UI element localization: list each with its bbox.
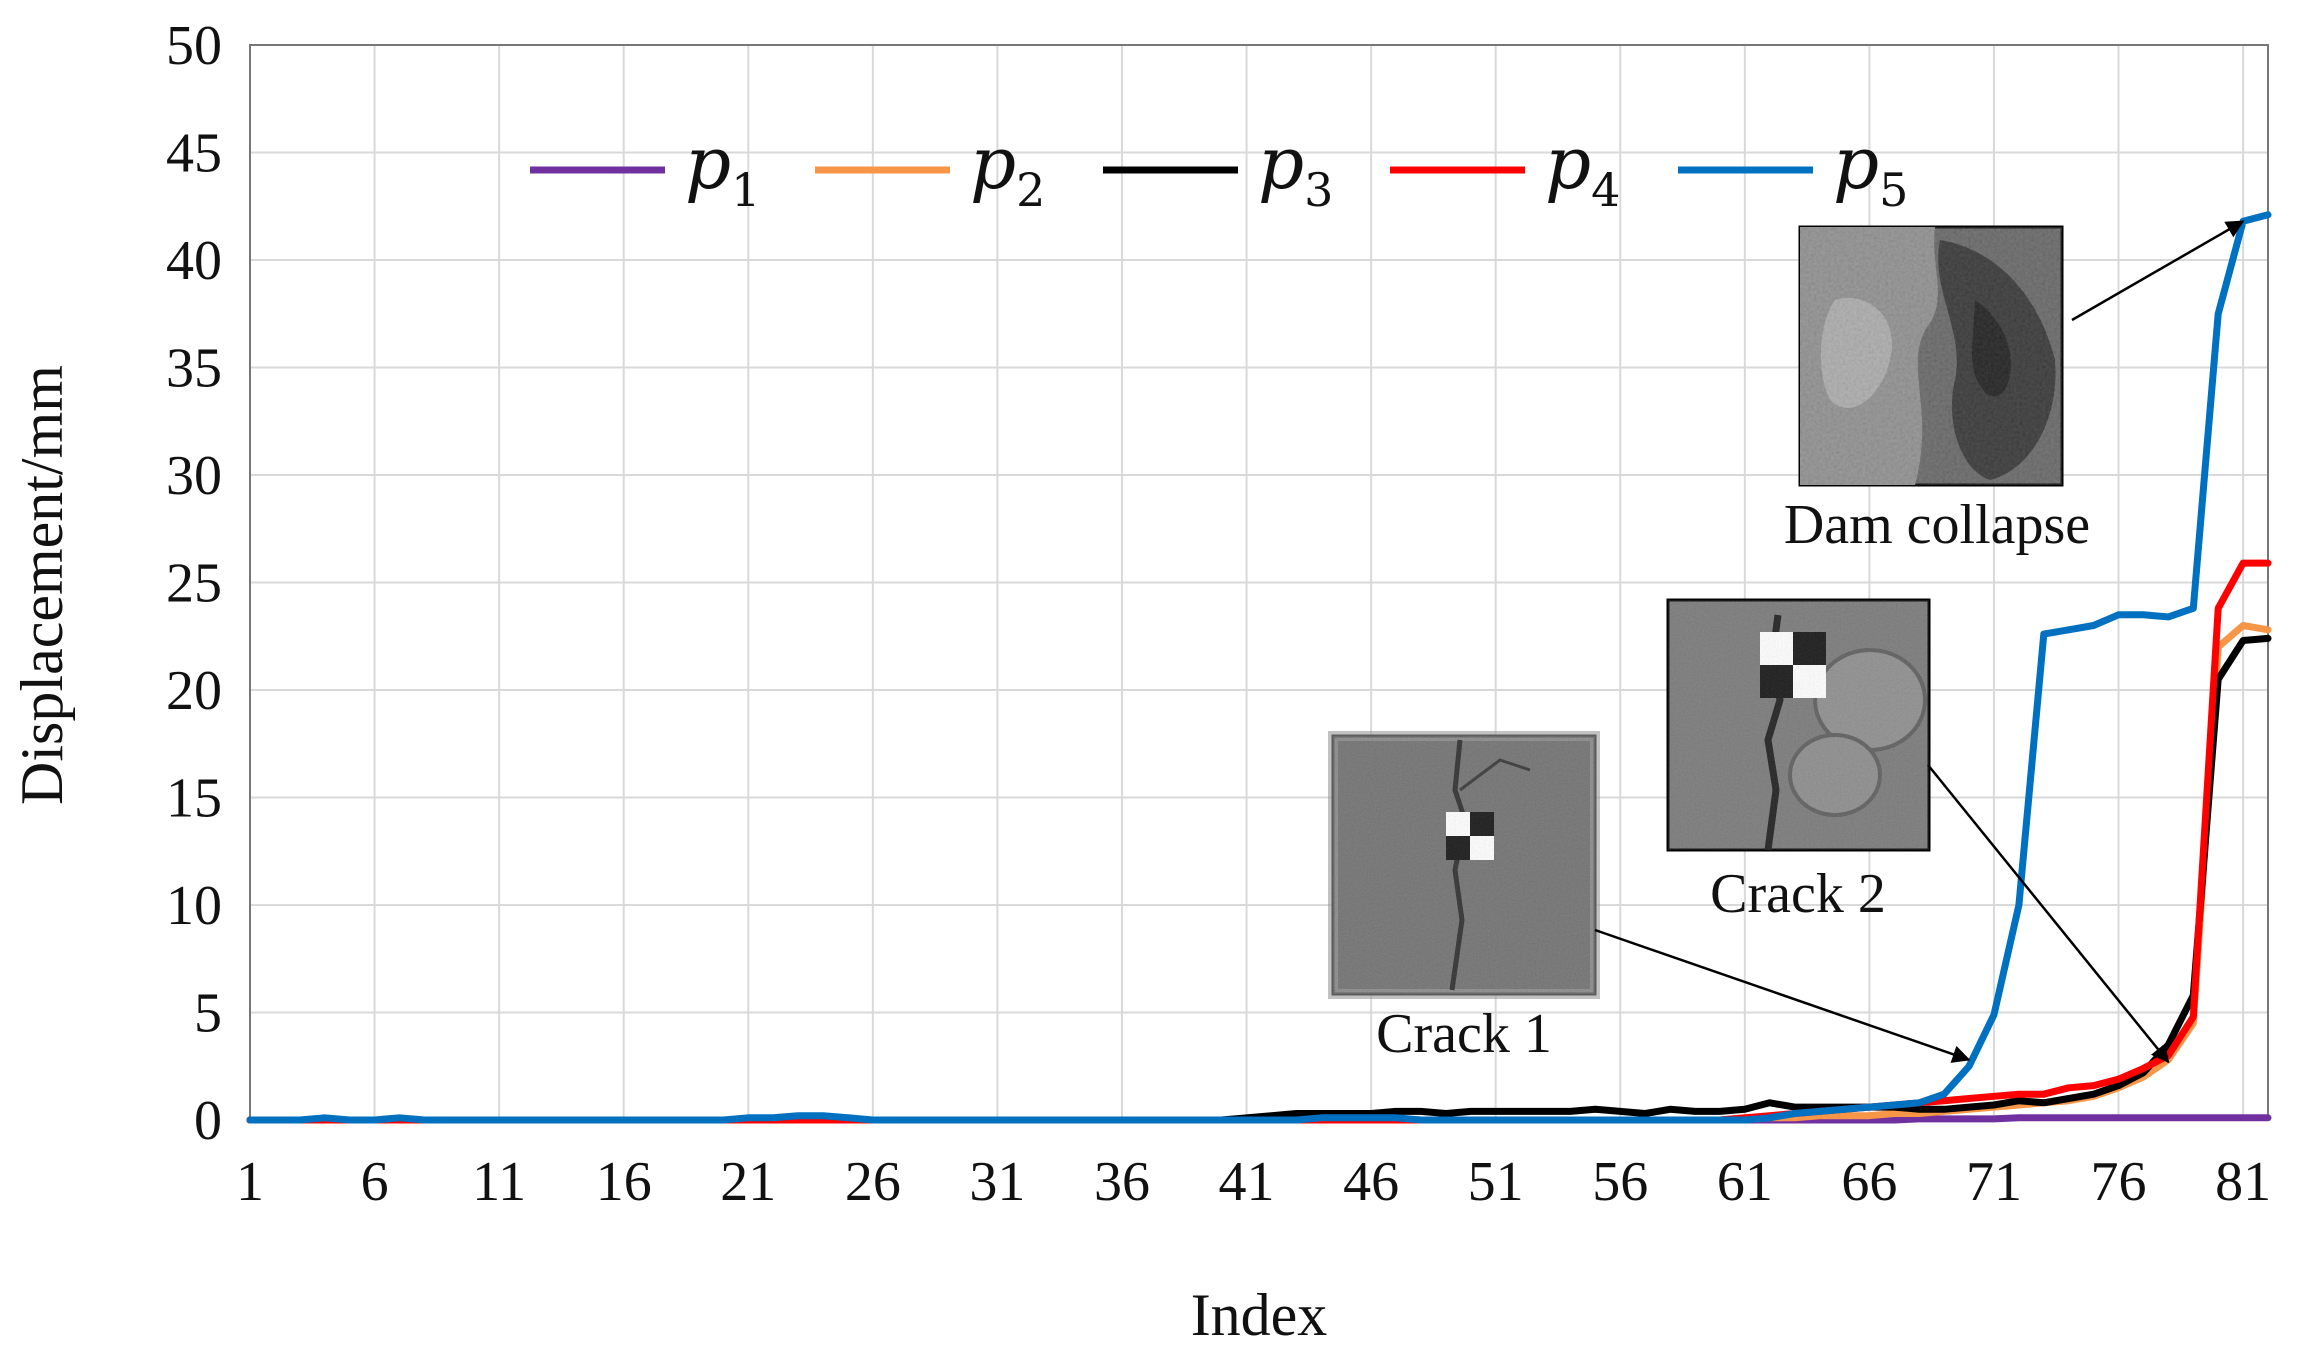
y-tick-label: 5	[194, 983, 222, 1045]
y-tick-label: 40	[166, 230, 222, 292]
x-tick-label: 21	[720, 1151, 776, 1213]
x-axis-title: Index	[1191, 1282, 1328, 1348]
series-line-p5	[246, 211, 2272, 1124]
x-tick-label: 81	[2215, 1151, 2271, 1213]
x-tick-label: 66	[1841, 1151, 1897, 1213]
y-tick-label: 15	[166, 768, 222, 830]
annotation-arrow-crack-1	[1594, 928, 1971, 1063]
y-tick-label: 45	[166, 123, 222, 185]
annotation-label-dam-collapse: Dam collapse	[1784, 494, 2090, 556]
x-tick-label: 41	[1219, 1151, 1275, 1213]
x-axis-ticks: 1 6 11 16 21 26 31 36 41 46 51 56 61 66 71 76 81	[236, 1151, 2271, 1213]
x-tick-label: 6	[361, 1151, 389, 1213]
crack-1-photo	[1328, 731, 1600, 999]
crack-2-photo	[1666, 598, 1931, 852]
x-tick-label: 1	[236, 1151, 264, 1213]
legend-label: p5	[1833, 121, 1908, 217]
y-tick-label: 25	[166, 553, 222, 615]
y-tick-label: 20	[166, 660, 222, 722]
x-tick-label: 16	[596, 1151, 652, 1213]
y-tick-label: 0	[194, 1090, 222, 1152]
series-line-p2	[246, 622, 2272, 1124]
series-layer	[246, 211, 2272, 1124]
x-tick-label: 31	[969, 1151, 1025, 1213]
x-tick-label: 56	[1592, 1151, 1648, 1213]
legend-label: p4	[1545, 121, 1620, 217]
legend-label: p3	[1258, 121, 1333, 217]
x-tick-label: 51	[1468, 1151, 1524, 1213]
annotations: Dam collapse Crack 2 Crack 1	[1376, 220, 2245, 1065]
series-line-p4	[246, 559, 2272, 1124]
x-tick-label: 76	[2091, 1151, 2147, 1213]
legend: p1 p2 p3 p4 p5	[530, 121, 1908, 217]
dam-collapse-photo	[1798, 225, 2064, 487]
legend-item-p1: p1	[530, 121, 760, 217]
x-tick-label: 71	[1966, 1151, 2022, 1213]
annotation-label-crack-1: Crack 1	[1376, 1003, 1552, 1065]
series-line-p3	[246, 634, 2272, 1124]
annotation-label-crack-2: Crack 2	[1710, 863, 1886, 925]
y-tick-label: 10	[166, 875, 222, 937]
x-tick-label: 11	[472, 1151, 526, 1213]
x-tick-label: 46	[1343, 1151, 1399, 1213]
legend-item-p4: p4	[1390, 121, 1620, 217]
annotation-arrow-dam-collapse	[2071, 220, 2245, 322]
legend-item-p3: p3	[1103, 121, 1333, 217]
y-tick-label: 50	[166, 15, 222, 77]
x-tick-label: 61	[1717, 1151, 1773, 1213]
y-tick-label: 30	[166, 445, 222, 507]
y-axis-title: Displacement/mm	[9, 365, 75, 805]
legend-label: p2	[970, 121, 1045, 217]
y-tick-label: 35	[166, 338, 222, 400]
y-axis-ticks: 0 5 10 15 20 25 30 35 40 45 50	[166, 15, 222, 1152]
x-tick-label: 36	[1094, 1151, 1150, 1213]
x-tick-label: 26	[845, 1151, 901, 1213]
legend-item-p2: p2	[815, 121, 1045, 217]
annotation-arrow-crack-2	[1927, 764, 2170, 1064]
grid	[250, 45, 2268, 1120]
legend-item-p5: p5	[1678, 121, 1908, 217]
